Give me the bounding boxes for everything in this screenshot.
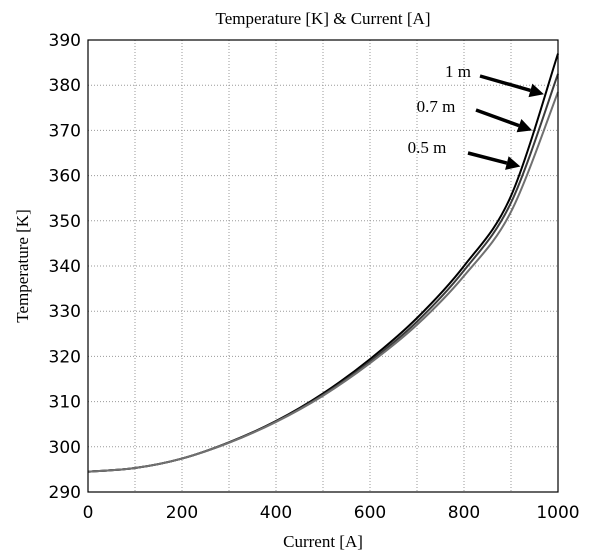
annotation-arrowhead bbox=[528, 83, 544, 98]
y-tick-label: 360 bbox=[49, 167, 81, 187]
annotations: 1 m 0.7 m 0.5 m bbox=[408, 62, 544, 170]
y-axis-label: Temperature [K] bbox=[13, 209, 32, 323]
y-tick-label: 350 bbox=[49, 212, 81, 232]
y-tick-label: 310 bbox=[49, 393, 81, 413]
annotation-arrowhead bbox=[516, 119, 533, 133]
x-tick-label: 400 bbox=[260, 503, 292, 523]
tick-labels: 0 200 400 600 800 1000 290 300 310 320 330 340 350 36… bbox=[49, 31, 580, 523]
y-tick-label: 320 bbox=[49, 347, 81, 367]
y-tick-label: 390 bbox=[49, 31, 81, 51]
annotation-arrowhead bbox=[505, 156, 521, 170]
x-tick-label: 600 bbox=[354, 503, 386, 523]
y-tick-label: 380 bbox=[49, 76, 81, 96]
x-axis-label: Current [A] bbox=[283, 532, 363, 551]
x-tick-label: 1000 bbox=[536, 503, 579, 523]
x-tick-label: 800 bbox=[448, 503, 480, 523]
annotation-label: 0.5 m bbox=[408, 138, 447, 157]
x-tick-label: 200 bbox=[166, 503, 198, 523]
y-tick-label: 290 bbox=[49, 483, 81, 503]
annotation-label: 1 m bbox=[445, 62, 471, 81]
plot-frame bbox=[87, 39, 559, 493]
annotation-arrow bbox=[479, 74, 531, 93]
grid bbox=[88, 40, 558, 492]
x-tick-label: 0 bbox=[83, 503, 94, 523]
annotation-arrow bbox=[467, 151, 508, 165]
series-line-3 bbox=[87, 91, 559, 473]
y-tick-label: 370 bbox=[49, 121, 81, 141]
chart-title: Temperature [K] & Current [A] bbox=[216, 9, 431, 28]
annotation-arrow bbox=[475, 108, 520, 128]
series-group bbox=[87, 53, 559, 473]
annotation-label: 0.7 m bbox=[417, 97, 456, 116]
y-tick-label: 300 bbox=[49, 438, 81, 458]
y-tick-label: 330 bbox=[49, 302, 81, 322]
y-tick-label: 340 bbox=[49, 257, 81, 277]
